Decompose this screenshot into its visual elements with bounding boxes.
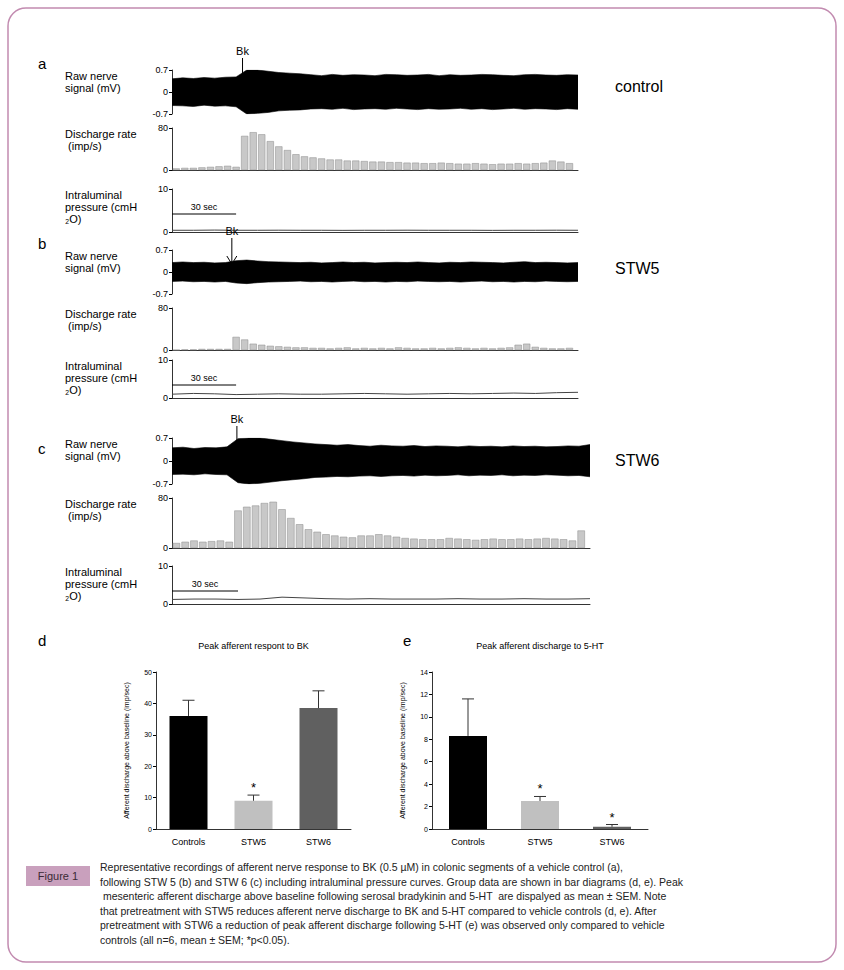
svg-text:Representative recordings of a: Representative recordings of afferent ne…: [100, 861, 626, 873]
svg-text:40: 40: [144, 700, 152, 707]
svg-text:Discharge rate: Discharge rate: [65, 308, 137, 320]
svg-text:*: *: [537, 781, 542, 796]
svg-text:0: 0: [163, 87, 168, 97]
svg-text:2: 2: [424, 803, 428, 810]
svg-text:Raw nerve: Raw nerve: [65, 438, 121, 450]
svg-text:STW6: STW6: [615, 452, 660, 469]
svg-text:Figure 1: Figure 1: [38, 870, 78, 882]
svg-text:b: b: [38, 235, 46, 252]
svg-text:pretreatment with STW6 a reduc: pretreatment with STW6 a reduction of pe…: [100, 919, 667, 931]
svg-text:Bk: Bk: [236, 45, 249, 57]
svg-text:STW5: STW5: [527, 837, 552, 847]
svg-text:10: 10: [158, 355, 168, 365]
svg-text:10: 10: [144, 794, 152, 801]
svg-text:0: 0: [163, 227, 168, 237]
svg-text:Raw nerve: Raw nerve: [65, 70, 121, 82]
svg-text:6: 6: [424, 758, 428, 765]
svg-text:Discharge rate: Discharge rate: [65, 128, 137, 140]
svg-text:80: 80: [158, 493, 168, 503]
svg-text:10: 10: [158, 561, 168, 571]
svg-text:4: 4: [424, 781, 428, 788]
svg-text:STW6: STW6: [599, 837, 624, 847]
svg-text:0: 0: [148, 826, 152, 833]
svg-text:30 sec: 30 sec: [191, 373, 218, 383]
svg-text:Afferent discharge above basel: Afferent discharge above baseline (imp/s…: [123, 682, 131, 818]
svg-text:20: 20: [144, 763, 152, 770]
svg-text:0.7: 0.7: [155, 245, 168, 255]
svg-text:Intraluminal: Intraluminal: [65, 360, 125, 372]
svg-text:0: 0: [163, 345, 168, 355]
svg-text:10: 10: [420, 713, 428, 720]
svg-text:Bk: Bk: [230, 413, 243, 425]
svg-text:(imp/s): (imp/s): [65, 320, 102, 332]
svg-text:(imp/s): (imp/s): [65, 510, 102, 522]
svg-text:Controls: Controls: [451, 837, 485, 847]
svg-text:pressure (cmH: pressure (cmH: [65, 372, 137, 384]
svg-text:Peak afferent respont to BK: Peak afferent respont to BK: [198, 641, 308, 651]
svg-text:Discharge rate: Discharge rate: [65, 498, 137, 510]
svg-text:80: 80: [158, 123, 168, 133]
svg-text:8: 8: [424, 736, 428, 743]
svg-text:0: 0: [163, 456, 168, 466]
svg-text:c: c: [38, 440, 46, 457]
svg-text:signal (mV): signal (mV): [65, 82, 121, 94]
svg-text:that pretreatment with STW5 re: that pretreatment with STW5 reduces affe…: [100, 905, 659, 917]
svg-text:0: 0: [163, 393, 168, 403]
svg-text:0: 0: [163, 599, 168, 609]
svg-text:Intraluminal: Intraluminal: [65, 566, 125, 578]
svg-text:₂O): ₂O): [65, 590, 82, 602]
svg-text:0: 0: [163, 165, 168, 175]
svg-text:control: control: [615, 78, 663, 95]
svg-text:pressure (cmH: pressure (cmH: [65, 201, 137, 213]
svg-text:30 sec: 30 sec: [191, 202, 218, 212]
svg-text:mesenteric afferent discharge: mesenteric afferent discharge above base…: [100, 890, 669, 902]
svg-text:Controls: Controls: [172, 837, 206, 847]
svg-text:STW5: STW5: [615, 260, 660, 277]
svg-text:signal (mV): signal (mV): [65, 262, 121, 274]
svg-text:-0.7: -0.7: [152, 289, 168, 299]
svg-text:80: 80: [158, 303, 168, 313]
svg-text:0: 0: [424, 826, 428, 833]
svg-text:10: 10: [158, 184, 168, 194]
svg-text:30 sec: 30 sec: [192, 579, 219, 589]
svg-text:Bk: Bk: [225, 225, 238, 237]
svg-text:e: e: [403, 632, 411, 649]
svg-text:signal (mV): signal (mV): [65, 450, 121, 462]
svg-text:Afferent discharge above basel: Afferent discharge above baseline (imp/s…: [399, 682, 407, 818]
svg-text:-0.7: -0.7: [152, 109, 168, 119]
svg-text:-0.7: -0.7: [152, 479, 168, 489]
svg-text:following STW 5 (b) and STW 6: following STW 5 (b) and STW 6 (c) includ…: [100, 876, 684, 888]
svg-text:pressure (cmH: pressure (cmH: [65, 578, 137, 590]
svg-text:d: d: [38, 632, 46, 649]
svg-text:12: 12: [420, 691, 428, 698]
svg-text:STW6: STW6: [306, 837, 331, 847]
svg-text:30: 30: [144, 731, 152, 738]
svg-text:(imp/s): (imp/s): [65, 140, 102, 152]
svg-text:0: 0: [163, 267, 168, 277]
svg-text:*: *: [609, 810, 614, 825]
svg-text:₂O): ₂O): [65, 384, 82, 396]
svg-text:*: *: [251, 780, 256, 795]
svg-text:0.7: 0.7: [155, 65, 168, 75]
svg-text:0.7: 0.7: [155, 433, 168, 443]
svg-text:14: 14: [420, 669, 428, 676]
svg-text:50: 50: [144, 669, 152, 676]
svg-text:0: 0: [163, 543, 168, 553]
svg-text:Peak afferent discharge to 5-H: Peak afferent discharge to 5-HT: [476, 641, 604, 651]
svg-text:Intraluminal: Intraluminal: [65, 189, 125, 201]
svg-text:controls (all n=6, mean ± SEM;: controls (all n=6, mean ± SEM; *p<0.05).: [100, 934, 290, 946]
svg-text:₂O): ₂O): [65, 213, 82, 225]
svg-text:STW5: STW5: [241, 837, 266, 847]
svg-text:a: a: [38, 55, 47, 72]
svg-text:Raw nerve: Raw nerve: [65, 250, 121, 262]
